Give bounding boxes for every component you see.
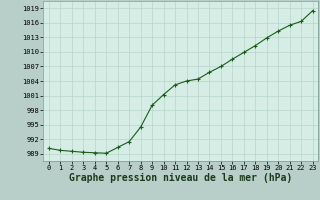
X-axis label: Graphe pression niveau de la mer (hPa): Graphe pression niveau de la mer (hPa) bbox=[69, 173, 292, 183]
